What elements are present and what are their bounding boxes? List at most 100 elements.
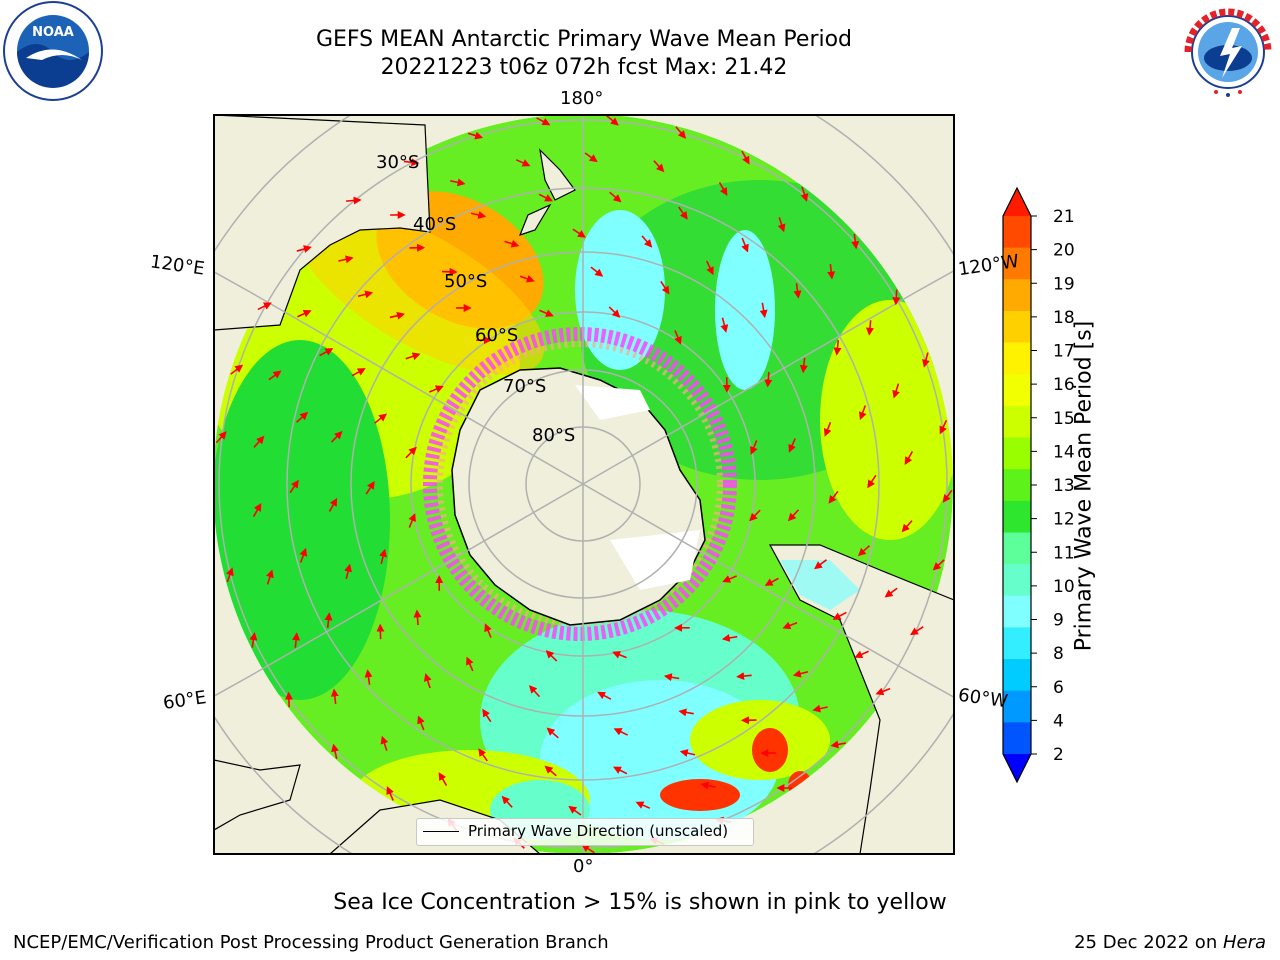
- sea-ice-note: Sea Ice Concentration > 15% is shown in …: [333, 890, 947, 915]
- wave-arrow: [777, 217, 786, 233]
- wave-arrow: [901, 520, 913, 533]
- wave-arrow: [581, 844, 595, 854]
- wave-arrow: [653, 160, 665, 173]
- wave-arrow: [466, 656, 474, 672]
- wave-arrow: [904, 451, 914, 465]
- wave-arrow: [296, 411, 309, 423]
- wave-arrow: [357, 290, 374, 299]
- colorbar-segment: [1003, 500, 1031, 533]
- wave-arrow: [678, 708, 694, 717]
- footer-host: Hera: [1222, 932, 1266, 953]
- wave-arrow: [741, 150, 750, 165]
- colorbar-title: Primary Wave Mean Period [s]: [1071, 320, 1097, 652]
- wave-arrow: [351, 368, 366, 377]
- wave-arrow: [330, 688, 339, 705]
- wave-arrow: [590, 266, 604, 277]
- colorbar-tick-label: 17: [1053, 342, 1075, 362]
- colorbar-tick-label: 9: [1053, 611, 1064, 631]
- wave-direction-arrows: [215, 115, 953, 854]
- colorbar-segment: [1003, 564, 1031, 597]
- lat-label: 60°S: [475, 325, 519, 346]
- chart-subtitle: 20221223 t06z 072h fcst Max: 21.42: [380, 55, 788, 80]
- colorbar-segment: [1003, 690, 1031, 723]
- wave-arrow: [721, 634, 738, 642]
- colorbar-segment: [1003, 342, 1031, 375]
- wave-arrow: [854, 650, 869, 659]
- colorbar-tick-label: 12: [1053, 510, 1075, 530]
- wave-arrow: [597, 691, 612, 700]
- wave-arrow: [635, 801, 651, 809]
- lon-label-0: 0°: [573, 856, 594, 877]
- colorbar-tick-label: 20: [1053, 241, 1075, 261]
- footer-branch: NCEP/EMC/Verification Post Processing Pr…: [13, 932, 609, 953]
- wave-arrow: [608, 306, 621, 318]
- wave-arrow: [741, 237, 749, 253]
- wave-arrow: [718, 182, 728, 196]
- wave-arrow: [584, 152, 598, 163]
- wave-arrow: [380, 735, 389, 751]
- wave-arrow: [759, 302, 768, 319]
- wave-arrow: [833, 340, 842, 356]
- wave-arrow: [544, 765, 557, 777]
- wave-arrow: [865, 320, 874, 336]
- wave-arrow: [892, 383, 900, 399]
- colorbar-tick-label: 14: [1053, 442, 1075, 462]
- wave-arrow: [706, 260, 714, 276]
- svg-text:NOAA: NOAA: [32, 25, 74, 40]
- wave-arrow: [792, 669, 809, 678]
- nws-logo: [1178, 2, 1278, 102]
- map-border: [213, 114, 955, 855]
- sea-ice-edge: [423, 327, 737, 641]
- wave-arrow: [230, 364, 244, 375]
- wave-arrow: [782, 621, 798, 630]
- wave-arrow: [519, 274, 535, 283]
- wave-arrow: [374, 413, 388, 424]
- wave-arrow: [814, 559, 827, 570]
- map-panel: [214, 115, 954, 854]
- chart-title: GEFS MEAN Antarctic Primary Wave Mean Pe…: [315, 27, 853, 52]
- footer-date: 25 Dec 2022 on Hera: [1074, 932, 1266, 953]
- map-legend: Primary Wave Direction (unscaled): [416, 818, 754, 846]
- wave-arrow: [875, 687, 891, 696]
- wave-arrow: [408, 513, 416, 528]
- wave-arrow: [405, 352, 421, 361]
- wave-arrow: [939, 419, 948, 435]
- wave-arrow: [884, 587, 898, 598]
- wave-arrow: [793, 283, 802, 299]
- noaa-logo: NOAA: [3, 1, 103, 101]
- colorbar-segment: [1003, 627, 1031, 660]
- wave-arrow: [641, 235, 653, 248]
- wave-arrow: [253, 435, 265, 448]
- wave-arrow: [528, 685, 541, 698]
- wave-arrow: [568, 805, 582, 816]
- wave-arrow: [932, 559, 945, 571]
- wave-arrow: [345, 196, 362, 205]
- colorbar-segment: [1003, 659, 1031, 692]
- wave-arrow: [545, 650, 558, 662]
- wave-arrow: [338, 255, 354, 264]
- wave-arrow: [675, 126, 687, 139]
- wave-arrow: [413, 609, 422, 626]
- wave-arrow: [750, 440, 758, 455]
- wave-arrow: [812, 704, 828, 713]
- wave-arrow: [423, 673, 432, 689]
- colorbar-segment: [1003, 469, 1031, 502]
- wave-arrow: [389, 311, 406, 320]
- wave-arrow: [764, 371, 773, 388]
- wave-arrow: [379, 548, 387, 565]
- wave-arrow: [787, 509, 800, 522]
- wave-arrow: [788, 438, 796, 453]
- wave-arrow: [539, 309, 554, 317]
- wave-arrow: [266, 569, 274, 585]
- colorbar-segment: [1003, 532, 1031, 565]
- wave-arrow: [470, 211, 487, 219]
- wave-arrow: [749, 509, 761, 522]
- wave-arrow: [386, 786, 394, 801]
- wave-arrow: [538, 193, 553, 202]
- wave-arrow: [674, 330, 682, 345]
- colorbar-tick-label: 18: [1053, 308, 1075, 328]
- colorbar-tick-label: 6: [1053, 678, 1064, 698]
- wave-arrow: [501, 795, 513, 808]
- wave-arrow: [331, 743, 339, 759]
- colorbar-segment: [1003, 405, 1031, 439]
